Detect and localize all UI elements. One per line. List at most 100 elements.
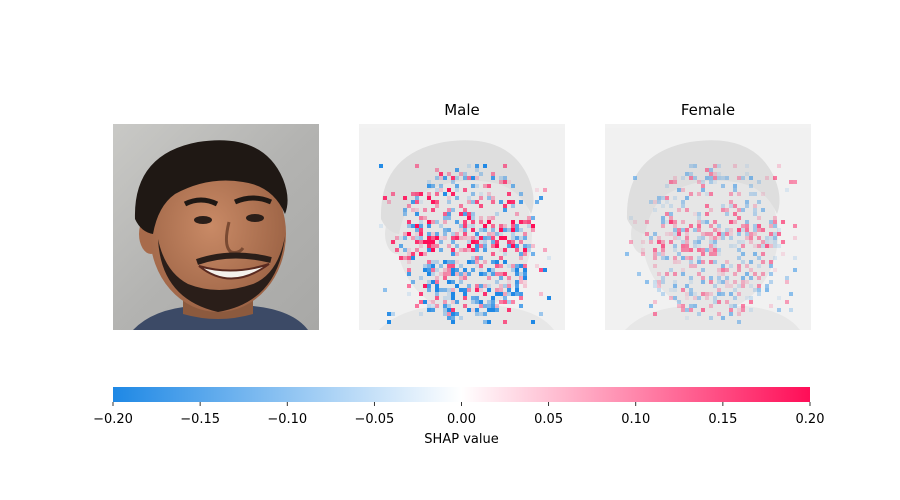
shap-pixel	[451, 180, 455, 184]
shap-pixel	[427, 268, 431, 272]
shap-pixel	[519, 236, 523, 240]
shap-pixel	[789, 180, 793, 184]
shap-pixel	[519, 276, 523, 280]
shap-pixel	[749, 192, 753, 196]
shap-pixel	[411, 192, 415, 196]
shap-pixel	[483, 260, 487, 264]
shap-pixel	[665, 256, 669, 260]
shap-pixel	[717, 176, 721, 180]
shap-pixel	[495, 292, 499, 296]
shap-pixel	[503, 204, 507, 208]
shap-pixel	[419, 244, 423, 248]
shap-pixel	[519, 252, 523, 256]
shap-pixel	[447, 292, 451, 296]
shap-pixel	[419, 228, 423, 232]
shap-pixel	[701, 268, 705, 272]
shap-pixel	[749, 284, 753, 288]
shap-pixel	[435, 244, 439, 248]
shap-pixel	[499, 256, 503, 260]
shap-pixel	[463, 276, 467, 280]
shap-pixel	[765, 244, 769, 248]
shap-pixel	[419, 220, 423, 224]
shap-pixel	[697, 272, 701, 276]
shap-pixel	[435, 268, 439, 272]
shap-pixel	[713, 296, 717, 300]
shap-pixel	[491, 268, 495, 272]
shap-pixel	[487, 276, 491, 280]
shap-pixel	[511, 228, 515, 232]
shap-pixel	[531, 320, 535, 324]
shap-pixel	[479, 216, 483, 220]
shap-pixel	[677, 228, 681, 232]
shap-pixel	[511, 220, 515, 224]
shap-pixel	[673, 296, 677, 300]
shap-pixel	[479, 240, 483, 244]
shap-pixel	[543, 268, 547, 272]
shap-pixel	[657, 280, 661, 284]
shap-pixel	[499, 232, 503, 236]
shap-pixel	[443, 276, 447, 280]
shap-pixel	[761, 208, 765, 212]
shap-pixel	[407, 256, 411, 260]
shap-pixel	[495, 260, 499, 264]
shap-pixel	[475, 308, 479, 312]
shap-pixel	[451, 316, 455, 320]
shap-pixel	[681, 272, 685, 276]
shap-pixel	[423, 284, 427, 288]
shap-pixel	[737, 284, 741, 288]
shap-pixel	[467, 212, 471, 216]
shap-pixel	[447, 208, 451, 212]
shap-pixel	[435, 176, 439, 180]
shap-pixel	[693, 228, 697, 232]
shap-pixel	[463, 228, 467, 232]
shap-pixel	[383, 196, 387, 200]
shap-pixel	[503, 248, 507, 252]
shap-pixel	[685, 316, 689, 320]
shap-pixel	[729, 200, 733, 204]
shap-pixel	[649, 304, 653, 308]
shap-pixel	[499, 264, 503, 268]
shap-pixel	[661, 204, 665, 208]
shap-pixel	[447, 268, 451, 272]
shap-pixel	[673, 280, 677, 284]
shap-pixel	[717, 228, 721, 232]
shap-pixel	[491, 244, 495, 248]
shap-pixel	[399, 256, 403, 260]
shap-pixel	[717, 172, 721, 176]
shap-pixel	[439, 176, 443, 180]
shap-pixel	[757, 180, 761, 184]
shap-pixel	[653, 248, 657, 252]
shap-pixel	[745, 272, 749, 276]
shap-pixel	[471, 224, 475, 228]
shap-pixel	[483, 184, 487, 188]
shap-pixel	[701, 236, 705, 240]
shap-pixel	[483, 292, 487, 296]
shap-pixel	[673, 228, 677, 232]
shap-pixel	[777, 232, 781, 236]
shap-pixel	[447, 288, 451, 292]
shap-pixel	[499, 292, 503, 296]
shap-pixel	[531, 216, 535, 220]
shap-pixel	[379, 224, 383, 228]
shap-pixel	[451, 300, 455, 304]
shap-pixel	[789, 292, 793, 296]
shap-pixel	[475, 168, 479, 172]
shap-pixel	[491, 300, 495, 304]
shap-pixel	[463, 172, 467, 176]
shap-pixel	[697, 180, 701, 184]
shap-pixel	[487, 288, 491, 292]
shap-pixel	[411, 208, 415, 212]
shap-pixel	[705, 220, 709, 224]
shap-pixel	[499, 200, 503, 204]
shap-pixel	[463, 236, 467, 240]
shap-pixel	[403, 196, 407, 200]
shap-pixel	[467, 164, 471, 168]
shap-pixel	[483, 284, 487, 288]
shap-pixel	[435, 284, 439, 288]
shap-pixel	[447, 228, 451, 232]
shap-pixel	[773, 220, 777, 224]
shap-pixel	[487, 232, 491, 236]
shap-pixel	[713, 244, 717, 248]
shap-pixel	[753, 192, 757, 196]
shap-pixel	[733, 188, 737, 192]
